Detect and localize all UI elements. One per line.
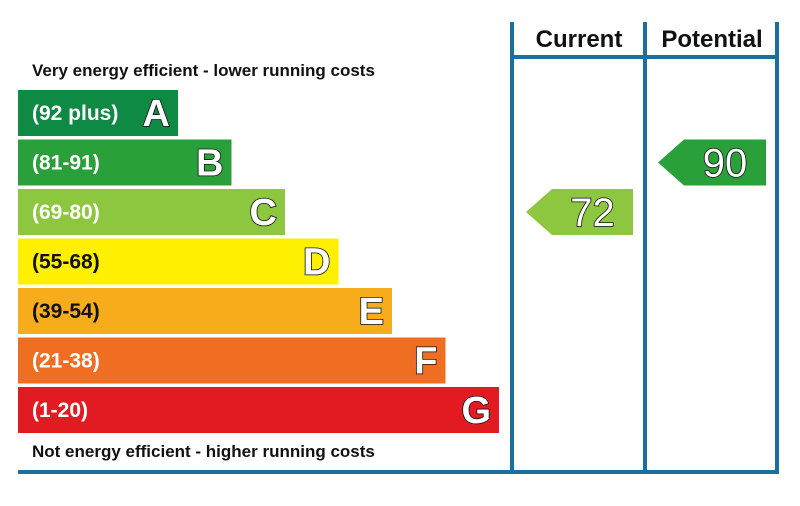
potential-column-header: Potential [661,26,762,53]
band-a: (92 plus) A [18,90,178,136]
potential-rating-arrow: 90 [658,139,766,186]
band-g-letter: G [461,390,491,432]
current-column-header: Current [536,26,623,53]
band-e: (39-54) E [18,288,392,334]
rating-bands: (92 plus) A(81-91) B(69-80) C(55-68) D(39-54… [18,90,499,433]
current-rating-arrow: 72 [526,189,633,236]
band-e-range: (39-54) [32,300,100,323]
rating-arrows: 72 90 [526,139,766,236]
band-e-letter: E [359,291,384,333]
band-e-bar [18,288,392,334]
band-b-bar [18,139,232,186]
band-d-bar [18,238,339,285]
band-g-bar [18,387,499,433]
band-g: (1-20) G [18,387,499,433]
band-c: (69-80) C [18,189,285,235]
band-f-bar [18,337,446,384]
current-rating-arrow-shape [526,189,633,235]
band-g-range: (1-20) [32,399,88,422]
top-caption: Very energy efficient - lower running co… [32,61,375,80]
potential-rating-arrow-shape [658,139,766,186]
band-f-letter: F [414,341,437,383]
band-f-range: (21-38) [32,350,100,373]
band-b: (81-91) B [18,139,232,186]
band-c-bar [18,189,285,235]
band-a-range: (92 plus) [32,102,118,125]
band-c-letter: C [250,192,277,234]
table-frame [18,22,779,474]
band-b-letter: B [196,143,223,185]
band-f: (21-38) F [18,337,446,384]
band-c-range: (69-80) [32,201,100,224]
band-d-letter: D [303,242,330,284]
band-a-letter: A [143,93,170,135]
band-b-range: (81-91) [32,152,100,175]
bottom-caption: Not energy efficient - higher running co… [32,442,375,461]
band-a-bar [18,90,178,136]
potential-rating-value: 90 [703,142,748,186]
band-d: (55-68) D [18,238,339,285]
band-d-range: (55-68) [32,251,100,274]
current-rating-value: 72 [570,191,615,235]
